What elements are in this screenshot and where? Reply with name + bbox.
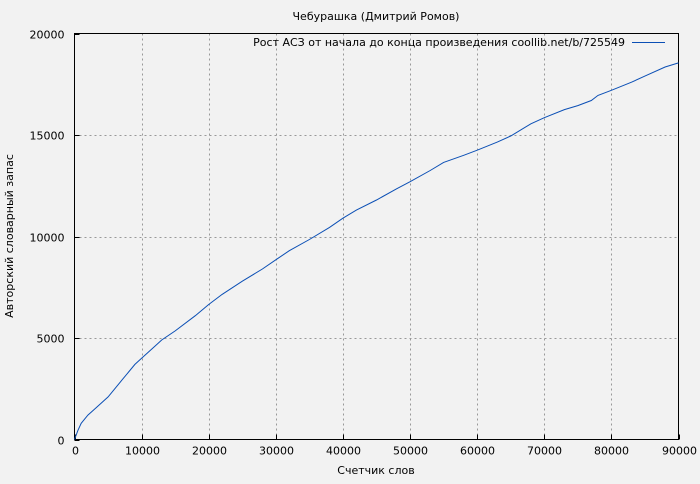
x-tick-label: 50000: [393, 445, 428, 458]
x-tick-label: 30000: [259, 445, 294, 458]
x-tick-label: 70000: [527, 445, 562, 458]
x-tick-label: 40000: [326, 445, 361, 458]
grid: [74, 33, 679, 440]
series: [74, 62, 679, 440]
y-tick-label: 5000: [37, 333, 65, 346]
x-tick-label: 80000: [594, 445, 629, 458]
y-tick-label: 10000: [30, 232, 65, 245]
x-tick-label: 10000: [125, 445, 160, 458]
y-tick-label: 20000: [30, 29, 65, 42]
x-tick-label: 90000: [662, 445, 697, 458]
y-tick-label: 15000: [30, 130, 65, 143]
x-axis-label: Счетчик слов: [337, 464, 414, 477]
plot-border: [74, 33, 679, 440]
legend-label: Рост АСЗ от начала до конца произведения…: [253, 36, 625, 49]
y-tick-label: 0: [58, 435, 65, 448]
x-tick-label: 60000: [460, 445, 495, 458]
y-axis-label: Авторский словарный запас: [3, 154, 16, 318]
x-tick-label: 20000: [192, 445, 227, 458]
series-line: [74, 62, 679, 440]
chart-title: Чебурашка (Дмитрий Ромов): [293, 10, 460, 23]
ticks: 0 10000 20000 30000 40000 50000 60000 70000 8000…: [30, 29, 698, 458]
x-tick-label: 0: [72, 445, 79, 458]
